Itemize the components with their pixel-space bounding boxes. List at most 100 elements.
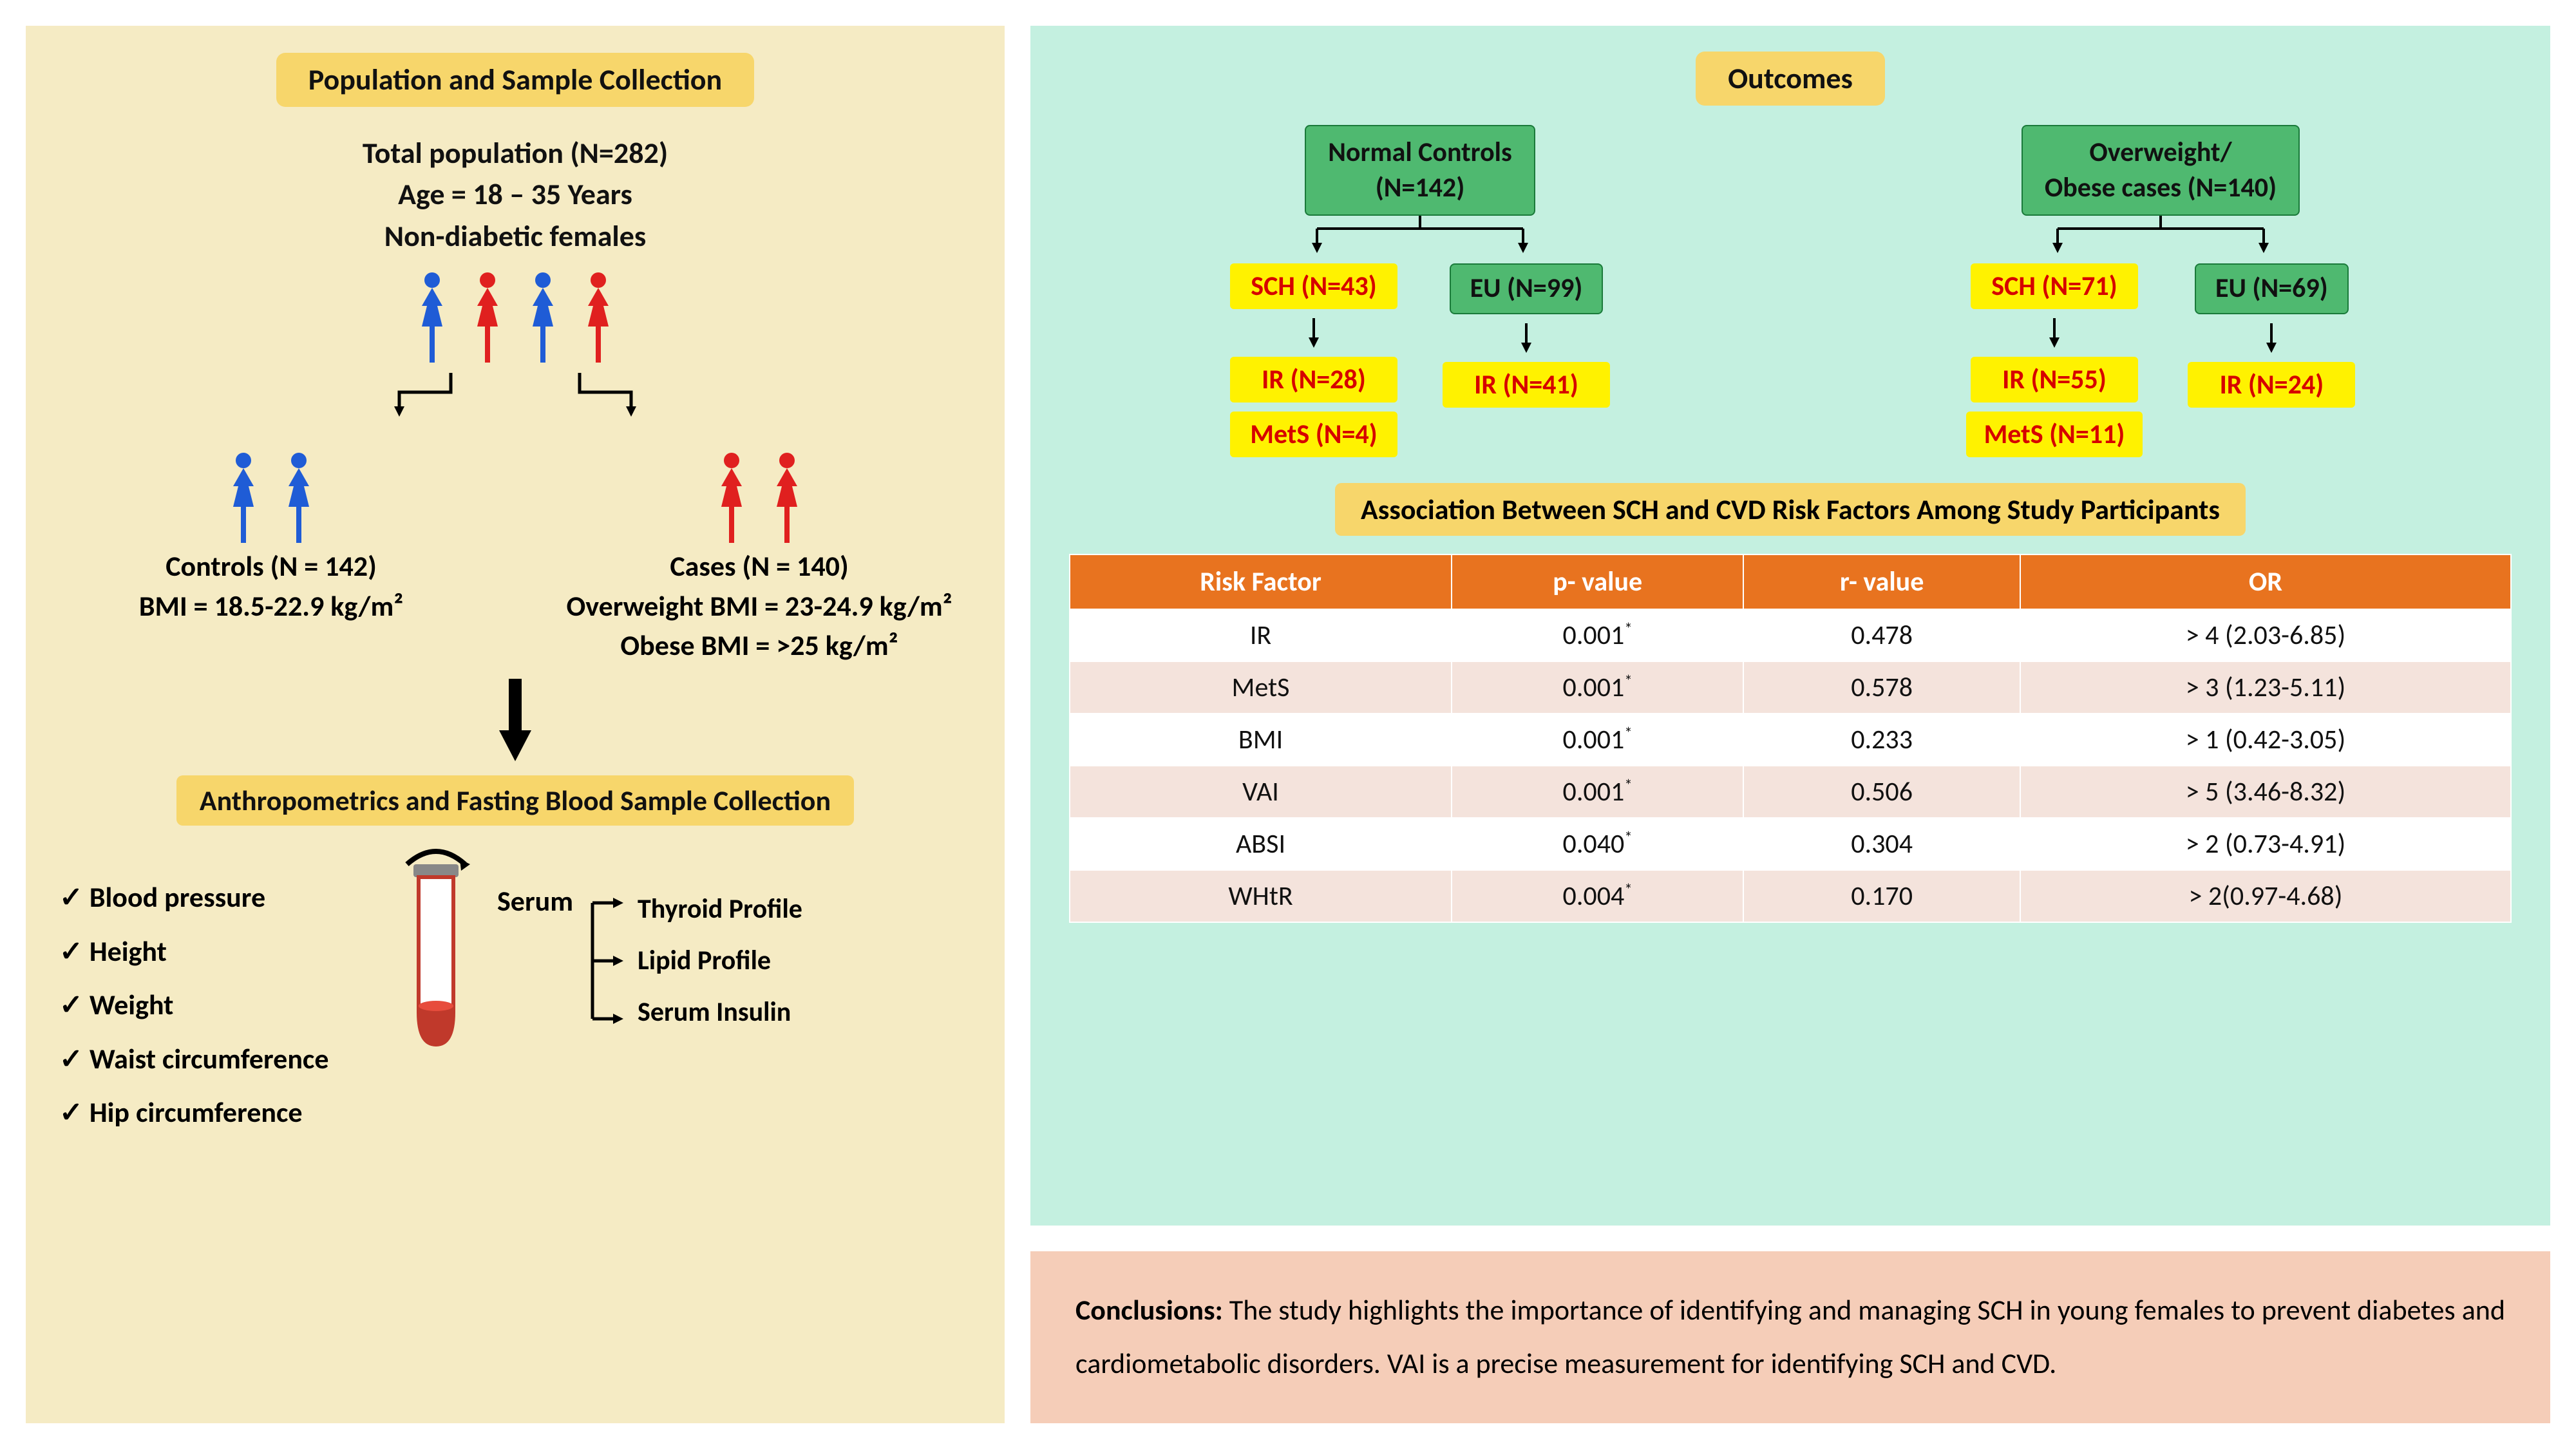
arrow-down-icon — [2264, 323, 2279, 353]
conclusion-label: Conclusions: — [1075, 1293, 1223, 1327]
mets-node: MetS (N=4) — [1230, 412, 1397, 457]
arrow-down-icon — [2047, 318, 2062, 348]
list-item: Waist circumference — [59, 1032, 375, 1086]
table-cell: 0.001* — [1452, 661, 1743, 714]
table-cell: 0.233 — [1743, 714, 2020, 766]
connector-icon — [1993, 216, 2328, 254]
table-cell: MetS — [1070, 661, 1452, 714]
person-icon — [573, 270, 624, 366]
table-cell: 0.001* — [1452, 714, 1743, 766]
table-cell: 0.578 — [1743, 661, 2020, 714]
person-icon — [462, 270, 513, 366]
person-icon — [406, 270, 458, 366]
table-row: ABSI0.040*0.304> 2 (0.73-4.91) — [1070, 818, 2511, 870]
checklist: Blood pressure Height Weight Waist circu… — [59, 871, 375, 1140]
table-cell: 0.001* — [1452, 766, 1743, 818]
left-title: Population and Sample Collection — [276, 53, 754, 107]
branch-normal: Normal Controls (N=142) SCH (N=43) IR (N… — [1069, 125, 1771, 457]
pop-line1: Total population (N=282) — [59, 133, 971, 174]
conclusion-body: The study highlights the importance of i… — [1075, 1293, 2505, 1381]
head-line: (N=142) — [1328, 171, 1511, 206]
person-icon — [761, 450, 813, 547]
arrow-down-icon — [1519, 323, 1534, 353]
table-row: IR0.001*0.478> 4 (2.03-6.85) — [1070, 609, 2511, 661]
col-header: p- value — [1452, 554, 1743, 609]
outcomes-title: Outcomes — [1696, 52, 1885, 106]
cases-label: Cases (N = 140) — [547, 547, 971, 587]
person-icon — [706, 450, 757, 547]
table-cell: ABSI — [1070, 818, 1452, 870]
person-icon — [218, 450, 269, 547]
controls-block: Controls (N = 142) BMI = 18.5-22.9 kg/m² — [59, 450, 483, 666]
outcomes-panel: Outcomes Normal Controls (N=142) SCH (N=… — [1030, 26, 2550, 1226]
sch-node: SCH (N=71) — [1971, 263, 2138, 309]
pop-line2: Age = 18 – 35 Years — [59, 174, 971, 215]
table-cell: 0.001* — [1452, 609, 1743, 661]
cases-obese: Obese BMI = >25 kg/m² — [547, 626, 971, 666]
test-tube-icon — [394, 845, 478, 1051]
table-cell: 0.478 — [1743, 609, 2020, 661]
list-item: Blood pressure — [59, 871, 375, 925]
group-head: Normal Controls (N=142) — [1305, 125, 1535, 216]
table-row: MetS0.001*0.578> 3 (1.23-5.11) — [1070, 661, 2511, 714]
sch-node: SCH (N=43) — [1230, 263, 1397, 309]
figures-top — [59, 270, 971, 366]
table-cell: 0.304 — [1743, 818, 2020, 870]
table-cell: > 4 (2.03-6.85) — [2020, 609, 2511, 661]
controls-label: Controls (N = 142) — [59, 547, 483, 587]
population-header: Total population (N=282) Age = 18 – 35 Y… — [59, 133, 971, 257]
table-row: WHtR0.004*0.170> 2(0.97-4.68) — [1070, 870, 2511, 922]
anthropometrics-title: Anthropometrics and Fasting Blood Sample… — [176, 775, 854, 826]
left-panel: Population and Sample Collection Total p… — [26, 26, 1005, 1423]
outcomes-tree: Normal Controls (N=142) SCH (N=43) IR (N… — [1069, 125, 2512, 457]
cases-block: Cases (N = 140) Overweight BMI = 23-24.9… — [547, 450, 971, 666]
list-item: Weight — [59, 978, 375, 1032]
table-cell: 0.506 — [1743, 766, 2020, 818]
head-line: Normal Controls — [1328, 135, 1511, 171]
split-arrows-icon — [322, 366, 708, 424]
branch-obese: Overweight/ Obese cases (N=140) SCH (N=7… — [1810, 125, 2512, 457]
eu-branch: EU (N=99) IR (N=41) — [1443, 263, 1610, 457]
serum-outputs: Thyroid Profile Lipid Profile Serum Insu… — [638, 884, 802, 1037]
col-header: r- value — [1743, 554, 2020, 609]
table-cell: 0.170 — [1743, 870, 2020, 922]
cases-overweight: Overweight BMI = 23-24.9 kg/m² — [547, 587, 971, 627]
col-header: Risk Factor — [1070, 554, 1452, 609]
table-row: VAI0.001*0.506> 5 (3.46-8.32) — [1070, 766, 2511, 818]
arrow-down-icon — [1306, 318, 1321, 348]
ir-node: IR (N=55) — [1971, 357, 2138, 402]
table-cell: 0.040* — [1452, 818, 1743, 870]
table-cell: > 2(0.97-4.68) — [2020, 870, 2511, 922]
table-cell: > 2 (0.73-4.91) — [2020, 818, 2511, 870]
eu-node: EU (N=99) — [1450, 263, 1604, 314]
connector-icon — [1253, 216, 1587, 254]
list-item: Height — [59, 925, 375, 979]
list-item: Thyroid Profile — [638, 884, 802, 935]
pop-line3: Non-diabetic females — [59, 216, 971, 257]
right-panel: Outcomes Normal Controls (N=142) SCH (N=… — [1030, 26, 2550, 1423]
table-cell: IR — [1070, 609, 1452, 661]
table-cell: WHtR — [1070, 870, 1452, 922]
head-line: Obese cases (N=140) — [2045, 171, 2277, 206]
arrow-down-icon — [493, 679, 538, 762]
measurements-row: Blood pressure Height Weight Waist circu… — [59, 845, 971, 1140]
table-cell: > 1 (0.42-3.05) — [2020, 714, 2511, 766]
person-icon — [273, 450, 325, 547]
head-line: Overweight/ — [2045, 135, 2277, 171]
eu-branch: EU (N=69) IR (N=24) — [2188, 263, 2355, 457]
controls-bmi: BMI = 18.5-22.9 kg/m² — [59, 587, 483, 627]
table-cell: BMI — [1070, 714, 1452, 766]
risk-table: Risk Factor p- value r- value OR IR0.001… — [1069, 554, 2512, 923]
table-cell: 0.004* — [1452, 870, 1743, 922]
eu-node: EU (N=69) — [2195, 263, 2349, 314]
list-item: Serum Insulin — [638, 987, 802, 1038]
col-header: OR — [2020, 554, 2511, 609]
list-item: Hip circumference — [59, 1086, 375, 1140]
table-cell: VAI — [1070, 766, 1452, 818]
ir-node: IR (N=28) — [1230, 357, 1397, 402]
groups-row: Controls (N = 142) BMI = 18.5-22.9 kg/m²… — [59, 450, 971, 666]
branching-arrows-icon — [586, 884, 625, 1038]
ir-node: IR (N=41) — [1443, 362, 1610, 408]
conclusion-text: Conclusions: The study highlights the im… — [1075, 1283, 2505, 1391]
conclusions-panel: Conclusions: The study highlights the im… — [1030, 1251, 2550, 1423]
